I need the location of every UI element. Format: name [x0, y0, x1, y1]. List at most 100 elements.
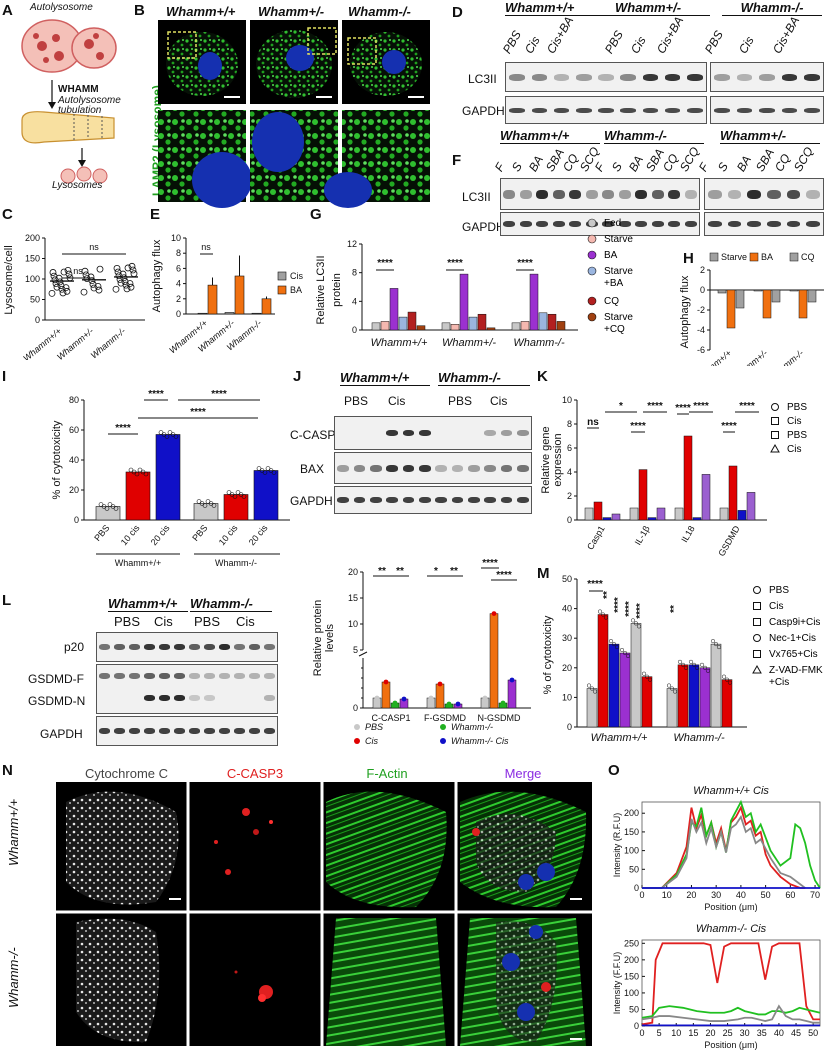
g-bar [441, 322, 451, 331]
g-xlabel: Whamm+/+ [371, 337, 428, 349]
c-point [114, 268, 122, 276]
blot-band [553, 107, 570, 113]
m-point [688, 659, 694, 664]
m-point [622, 650, 628, 656]
m-bar [586, 688, 598, 728]
e-bar [261, 298, 272, 315]
lane-label: Cis+BA [769, 14, 803, 56]
blot-band [174, 644, 185, 650]
n-row2-cytc [76, 918, 160, 1043]
whamm-label: WHAMM [58, 84, 99, 95]
i-point [143, 471, 149, 477]
x-tick-label: 60 [785, 890, 795, 900]
j-lane-3: PBS [448, 394, 473, 408]
k-legend-label: PBS [787, 430, 807, 441]
lane-label: Cis+BA [653, 14, 687, 56]
f-row-gapdh: GAPDH [462, 220, 505, 234]
g-xlabel: Whamm+/- [442, 337, 496, 349]
y-tick-label: 15 [348, 593, 358, 603]
y-tick-label: 10 [348, 619, 358, 629]
c-point [50, 272, 58, 280]
c-point [64, 266, 72, 274]
blot-band [642, 107, 659, 113]
y-tick-label: -2 [697, 305, 705, 315]
blot-band [174, 728, 185, 734]
autolysosome-lobe [71, 27, 117, 69]
blot-band [727, 221, 742, 227]
m-point [636, 624, 642, 629]
m-legend-label: Vx765+Cis [769, 649, 818, 660]
g-legend-label: Starve [604, 266, 633, 277]
chart-l-bar: 0 5 10 15 20 Relative protein levels C-CASP1 F-G… [312, 558, 531, 746]
blot-band [249, 728, 260, 734]
l-row-gsdmd-n: GSDMD-N [28, 694, 86, 708]
lysosomes-label: Lysosomes [52, 180, 103, 191]
blot-band [234, 644, 245, 650]
blot-band [144, 695, 155, 701]
m-legend-label: Z-VAD-FMK [769, 665, 823, 676]
blot-band [114, 644, 125, 650]
y-tick-label: 8 [352, 268, 357, 278]
blot-band [531, 73, 548, 81]
blot-band [707, 189, 722, 199]
h-bar [717, 289, 727, 294]
x-tick-label: 0 [639, 890, 644, 900]
h-bar [789, 289, 799, 292]
j-group-2: Whamm-/- [438, 370, 530, 386]
x-tick-label: 25 [723, 1028, 733, 1038]
chart-i: 0 20 40 60 80 % of cytotoxicity PBS 10 cis 20 ci… [51, 389, 290, 568]
l-ylabel-2: levels [324, 623, 336, 652]
m-bar [597, 614, 609, 728]
i-xlabel: PBS [190, 523, 209, 543]
m-point [710, 639, 716, 644]
y-tick-label: 150 [624, 971, 639, 981]
c-point [124, 264, 132, 272]
blot-band [219, 673, 230, 679]
l-legend-label: Whamm-/- [451, 722, 493, 732]
x-tick-label: 20 [705, 1028, 715, 1038]
k-legend-marker [771, 431, 779, 439]
lane-label: SBA [752, 146, 778, 174]
l-bar [381, 681, 391, 709]
n-row2-merge [460, 918, 586, 1046]
l-stars: * [434, 566, 438, 577]
blot-band [500, 497, 513, 503]
blot-band [129, 644, 140, 650]
m-bar [710, 643, 722, 728]
k-xlabel: IL18 [679, 524, 696, 544]
n-channel-2: C-CASP3 [226, 766, 284, 781]
i-stars: **** [115, 423, 131, 434]
g-bar [556, 321, 566, 331]
h-bar [762, 289, 772, 319]
blot-band [419, 430, 431, 436]
m-ylabel: % of cytotoxicity [542, 615, 554, 694]
k-xlabel: GSDMD [716, 524, 742, 558]
blot-band [651, 221, 664, 227]
blot-band [435, 497, 447, 503]
b-genotype-3: Whamm-/- [348, 4, 411, 19]
blot-band [536, 221, 549, 227]
lane-label: PBS [601, 28, 627, 56]
f-group-2: Whamm-/- [604, 128, 704, 144]
blot-band [553, 73, 570, 81]
y-tick-label: 0 [634, 883, 639, 893]
m-point [630, 618, 636, 623]
y-tick-label: 10 [562, 692, 572, 702]
i-point [271, 470, 277, 475]
blot-band [402, 497, 415, 503]
h-legend-swatch [709, 252, 719, 262]
y-tick-label: 100 [25, 274, 40, 284]
m-point [716, 645, 722, 650]
l-point [500, 700, 506, 706]
e-legend-swatch [277, 285, 287, 295]
c-point [49, 269, 57, 276]
x-tick-label: 40 [774, 1028, 784, 1038]
blot-band [337, 464, 349, 472]
c-point [60, 268, 68, 276]
blot-band [174, 673, 185, 679]
blot-band [174, 695, 185, 701]
y-tick-label: 200 [25, 233, 40, 243]
m-point [589, 686, 595, 691]
y-tick-label: 100 [624, 846, 639, 856]
g-xlabel: Whamm-/- [513, 337, 565, 349]
